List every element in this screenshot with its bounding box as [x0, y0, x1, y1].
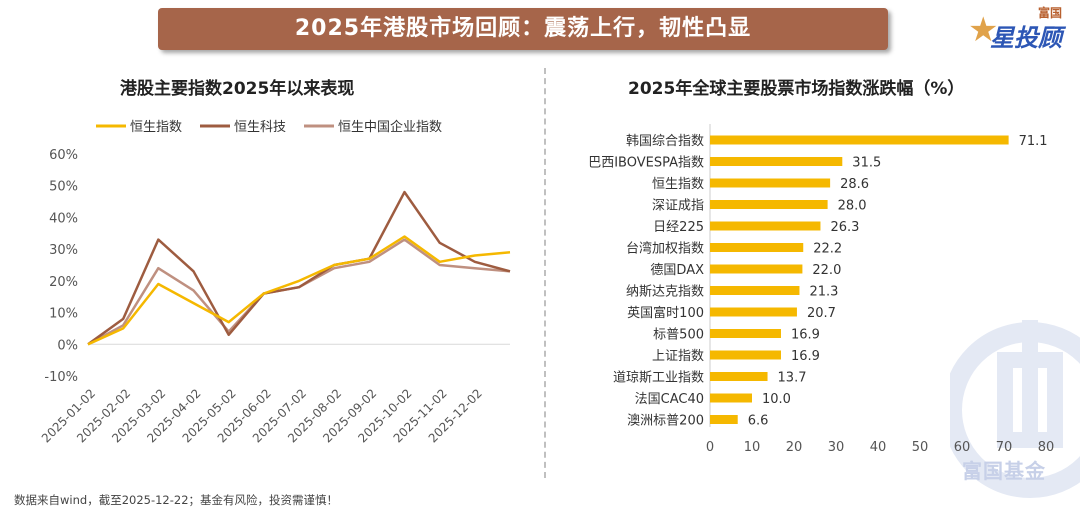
x-tick-label: 80 [1038, 440, 1055, 455]
x-tick-label: 10 [744, 440, 761, 455]
bar-category-label: 台湾加权指数 [626, 241, 704, 257]
bar [710, 393, 752, 403]
bar-category-label: 深证成指 [652, 199, 704, 214]
watermark-text: 富国基金 [962, 459, 1046, 483]
x-tick-label: 40 [870, 440, 887, 455]
bar-category-label: 道琼斯工业指数 [613, 371, 704, 386]
y-tick-label: 60% [49, 148, 78, 163]
bar-category-label: 法国CAC40 [635, 392, 704, 407]
bar [710, 415, 738, 424]
line-chart-title: 港股主要指数2025年以来表现 [120, 79, 355, 99]
legend-label-2: 恒生中国企业指数 [338, 119, 442, 135]
bar [710, 200, 828, 209]
bar-category-label: 纳斯达克指数 [626, 285, 704, 300]
logo-big-text: 星投顾 [990, 24, 1062, 52]
bar-value-label: 22.2 [813, 242, 842, 257]
watermark-emblem-icon [950, 320, 1080, 498]
bar-value-label: 21.3 [809, 285, 838, 300]
legend-label-0: 恒生指数 [130, 120, 182, 135]
bar-value-label: 26.3 [830, 220, 859, 235]
bar-category-label: 德国DAX [650, 263, 704, 278]
bar-chart-title: 2025年全球主要股票市场指数涨跌幅（%） [628, 79, 965, 99]
bar [710, 350, 781, 360]
y-tick-label: 0% [57, 338, 78, 353]
series-line-0 [87, 235, 511, 346]
bar-value-label: 20.7 [807, 306, 836, 321]
bar-category-label: 澳洲标普200 [627, 413, 704, 429]
bar [710, 307, 797, 317]
panel-divider [544, 68, 546, 478]
bar-category-label: 巴西IBOVESPA指数 [588, 156, 704, 171]
bar-category-label: 恒生指数 [652, 177, 704, 192]
bar-value-label: 10.0 [762, 392, 791, 407]
bar [710, 264, 803, 274]
bar [710, 243, 804, 252]
y-tick-label: -10% [44, 370, 78, 385]
bar [710, 157, 843, 166]
bar-category-label: 韩国综合指数 [626, 134, 704, 149]
bar-category-label: 标普500 [653, 328, 704, 343]
source-note: 数据来自wind，截至2025-12-22；基金有风险，投资需谨慎！ [14, 493, 339, 507]
bar-value-label: 6.6 [748, 414, 769, 429]
bar-value-label: 13.7 [778, 371, 807, 386]
banner-title: 2025年港股市场回顾：震荡上行，韧性凸显 [158, 8, 888, 50]
x-tick-label: 30 [828, 440, 845, 455]
x-tick-label: 50 [912, 440, 929, 455]
bar-value-label: 31.5 [852, 156, 881, 171]
bar-value-label: 16.9 [791, 349, 820, 364]
bar-category-label: 英国富时100 [627, 305, 704, 321]
bar [710, 135, 1009, 145]
y-tick-label: 20% [49, 275, 78, 290]
logo-small-text: 富国 [1037, 6, 1062, 20]
series-line-1 [87, 190, 511, 346]
x-tick-label: 0 [706, 440, 714, 455]
x-tick-label: 60 [954, 440, 971, 455]
bar [710, 221, 821, 231]
legend-label-1: 恒生科技 [234, 120, 286, 135]
x-tick-label: 70 [996, 440, 1013, 455]
bar-chart: 韩国综合指数 71.1 巴西IBOVESPA指数 31.5 恒生指数 28.6 深证成指 28… [588, 124, 1055, 455]
bar [710, 178, 831, 188]
line-chart: 恒生指数 恒生科技 恒生中国企业指数 -10% 0% 10% 20% 30% 40% 50% 60%… [39, 119, 511, 445]
bar-value-label: 16.9 [791, 328, 820, 343]
bar [710, 329, 781, 338]
y-tick-label: 10% [49, 307, 78, 322]
bar [710, 286, 800, 295]
y-tick-label: 50% [49, 180, 78, 195]
y-tick-label: 30% [49, 243, 78, 258]
bar-category-label: 上证指数 [652, 349, 704, 364]
bar-value-label: 22.0 [812, 263, 841, 278]
x-tick-label: 20 [786, 440, 803, 455]
bar [710, 372, 768, 381]
brand-logo: ★ 富国 星投顾 [966, 4, 1066, 52]
bar-value-label: 28.6 [840, 177, 869, 192]
star-icon: ★ [968, 10, 999, 50]
bar-value-label: 28.0 [838, 199, 867, 214]
bar-value-label: 71.1 [1019, 134, 1048, 149]
y-tick-label: 40% [49, 211, 78, 226]
bar-category-label: 日经225 [653, 220, 704, 235]
